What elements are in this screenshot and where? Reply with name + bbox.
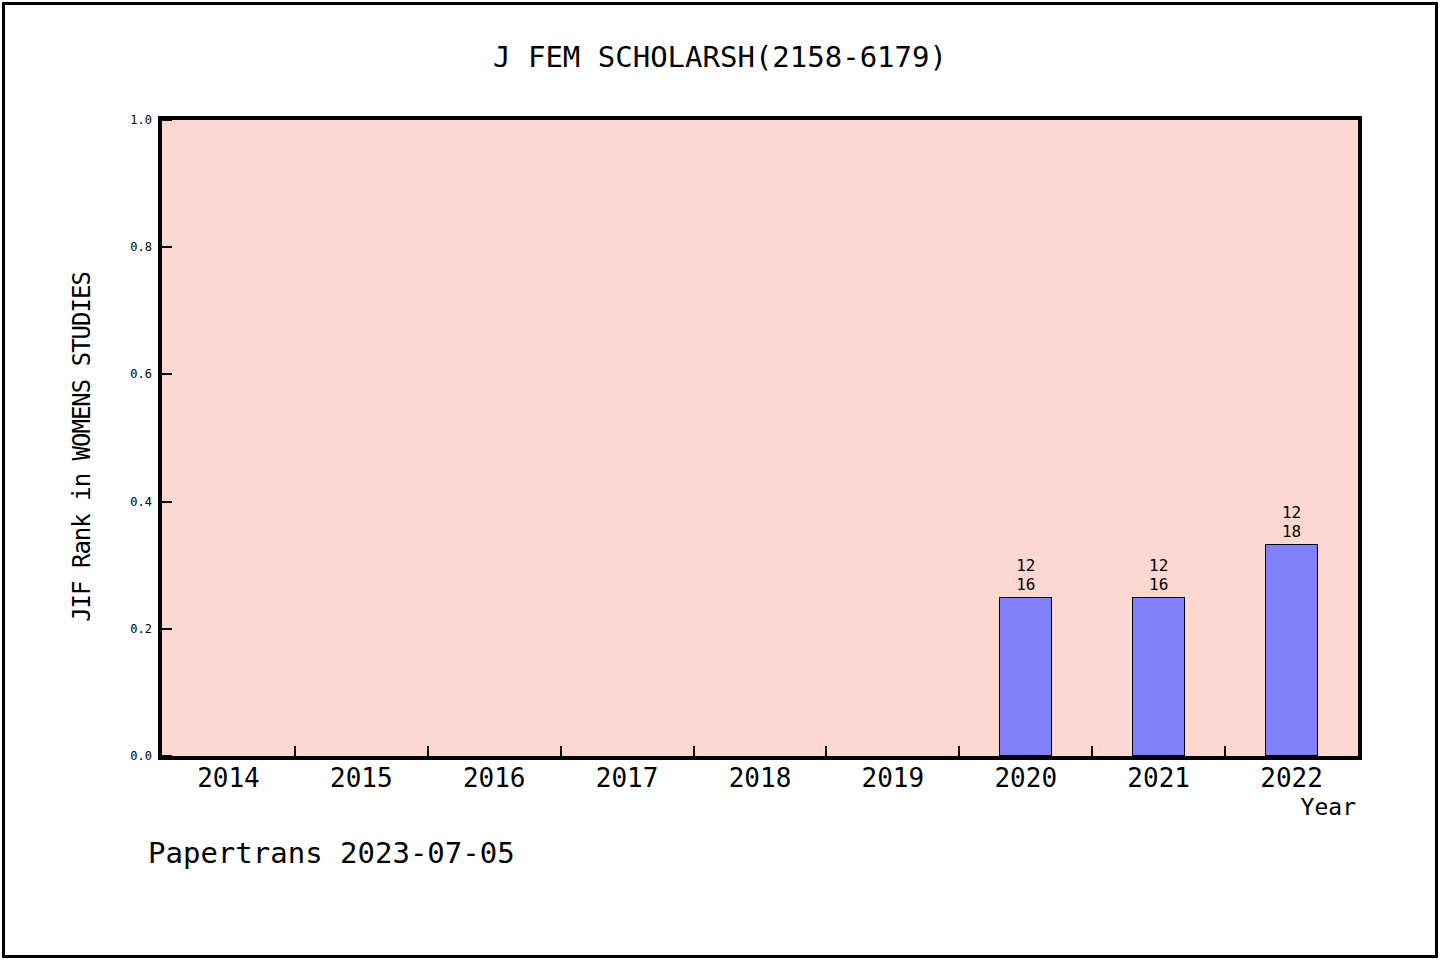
x-tick-mark bbox=[958, 746, 960, 756]
x-tick-label: 2021 bbox=[1127, 763, 1190, 793]
x-tick-label: 2014 bbox=[197, 763, 260, 793]
bar-value-label: 12 16 bbox=[1149, 556, 1168, 594]
y-tick-label: 0.8 bbox=[130, 240, 152, 254]
x-tick-mark bbox=[1224, 746, 1226, 756]
x-tick-label: 2015 bbox=[330, 763, 393, 793]
chart-figure: J FEM SCHOLARSH(2158-6179) JIF Rank in W… bbox=[0, 0, 1440, 960]
y-tick-mark bbox=[162, 373, 172, 375]
y-tick-mark bbox=[162, 628, 172, 630]
x-tick-label: 2022 bbox=[1260, 763, 1323, 793]
x-tick-mark bbox=[693, 746, 695, 756]
y-axis-label-text: JIF Rank in WOMENS STUDIES bbox=[68, 272, 96, 622]
footer-text: Papertrans 2023-07-05 bbox=[148, 836, 515, 870]
y-tick-label: 0.0 bbox=[130, 749, 152, 763]
bar bbox=[999, 597, 1052, 756]
x-tick-label: 2020 bbox=[994, 763, 1057, 793]
bar bbox=[1132, 597, 1185, 756]
y-tick-label: 0.4 bbox=[130, 495, 152, 509]
y-tick-mark bbox=[162, 501, 172, 503]
y-tick-label: 0.6 bbox=[130, 367, 152, 381]
bar-value-label: 12 16 bbox=[1016, 556, 1035, 594]
y-tick-mark bbox=[162, 755, 172, 757]
bar-value-label: 12 18 bbox=[1282, 503, 1301, 541]
x-tick-label: 2019 bbox=[862, 763, 925, 793]
plot-area: Year 0.00.20.40.60.81.020142015201620172… bbox=[158, 116, 1362, 760]
x-tick-mark bbox=[560, 746, 562, 756]
x-tick-label: 2018 bbox=[729, 763, 792, 793]
y-tick-label: 1.0 bbox=[130, 113, 152, 127]
x-tick-label: 2017 bbox=[596, 763, 659, 793]
x-axis-label: Year bbox=[1301, 794, 1356, 820]
x-tick-mark bbox=[427, 746, 429, 756]
y-tick-mark bbox=[162, 119, 172, 121]
y-tick-mark bbox=[162, 246, 172, 248]
x-tick-mark bbox=[294, 746, 296, 756]
y-tick-label: 0.2 bbox=[130, 622, 152, 636]
chart-title: J FEM SCHOLARSH(2158-6179) bbox=[0, 40, 1440, 74]
bar bbox=[1265, 544, 1318, 756]
x-tick-label: 2016 bbox=[463, 763, 526, 793]
x-tick-mark bbox=[825, 746, 827, 756]
x-tick-mark bbox=[1091, 746, 1093, 756]
